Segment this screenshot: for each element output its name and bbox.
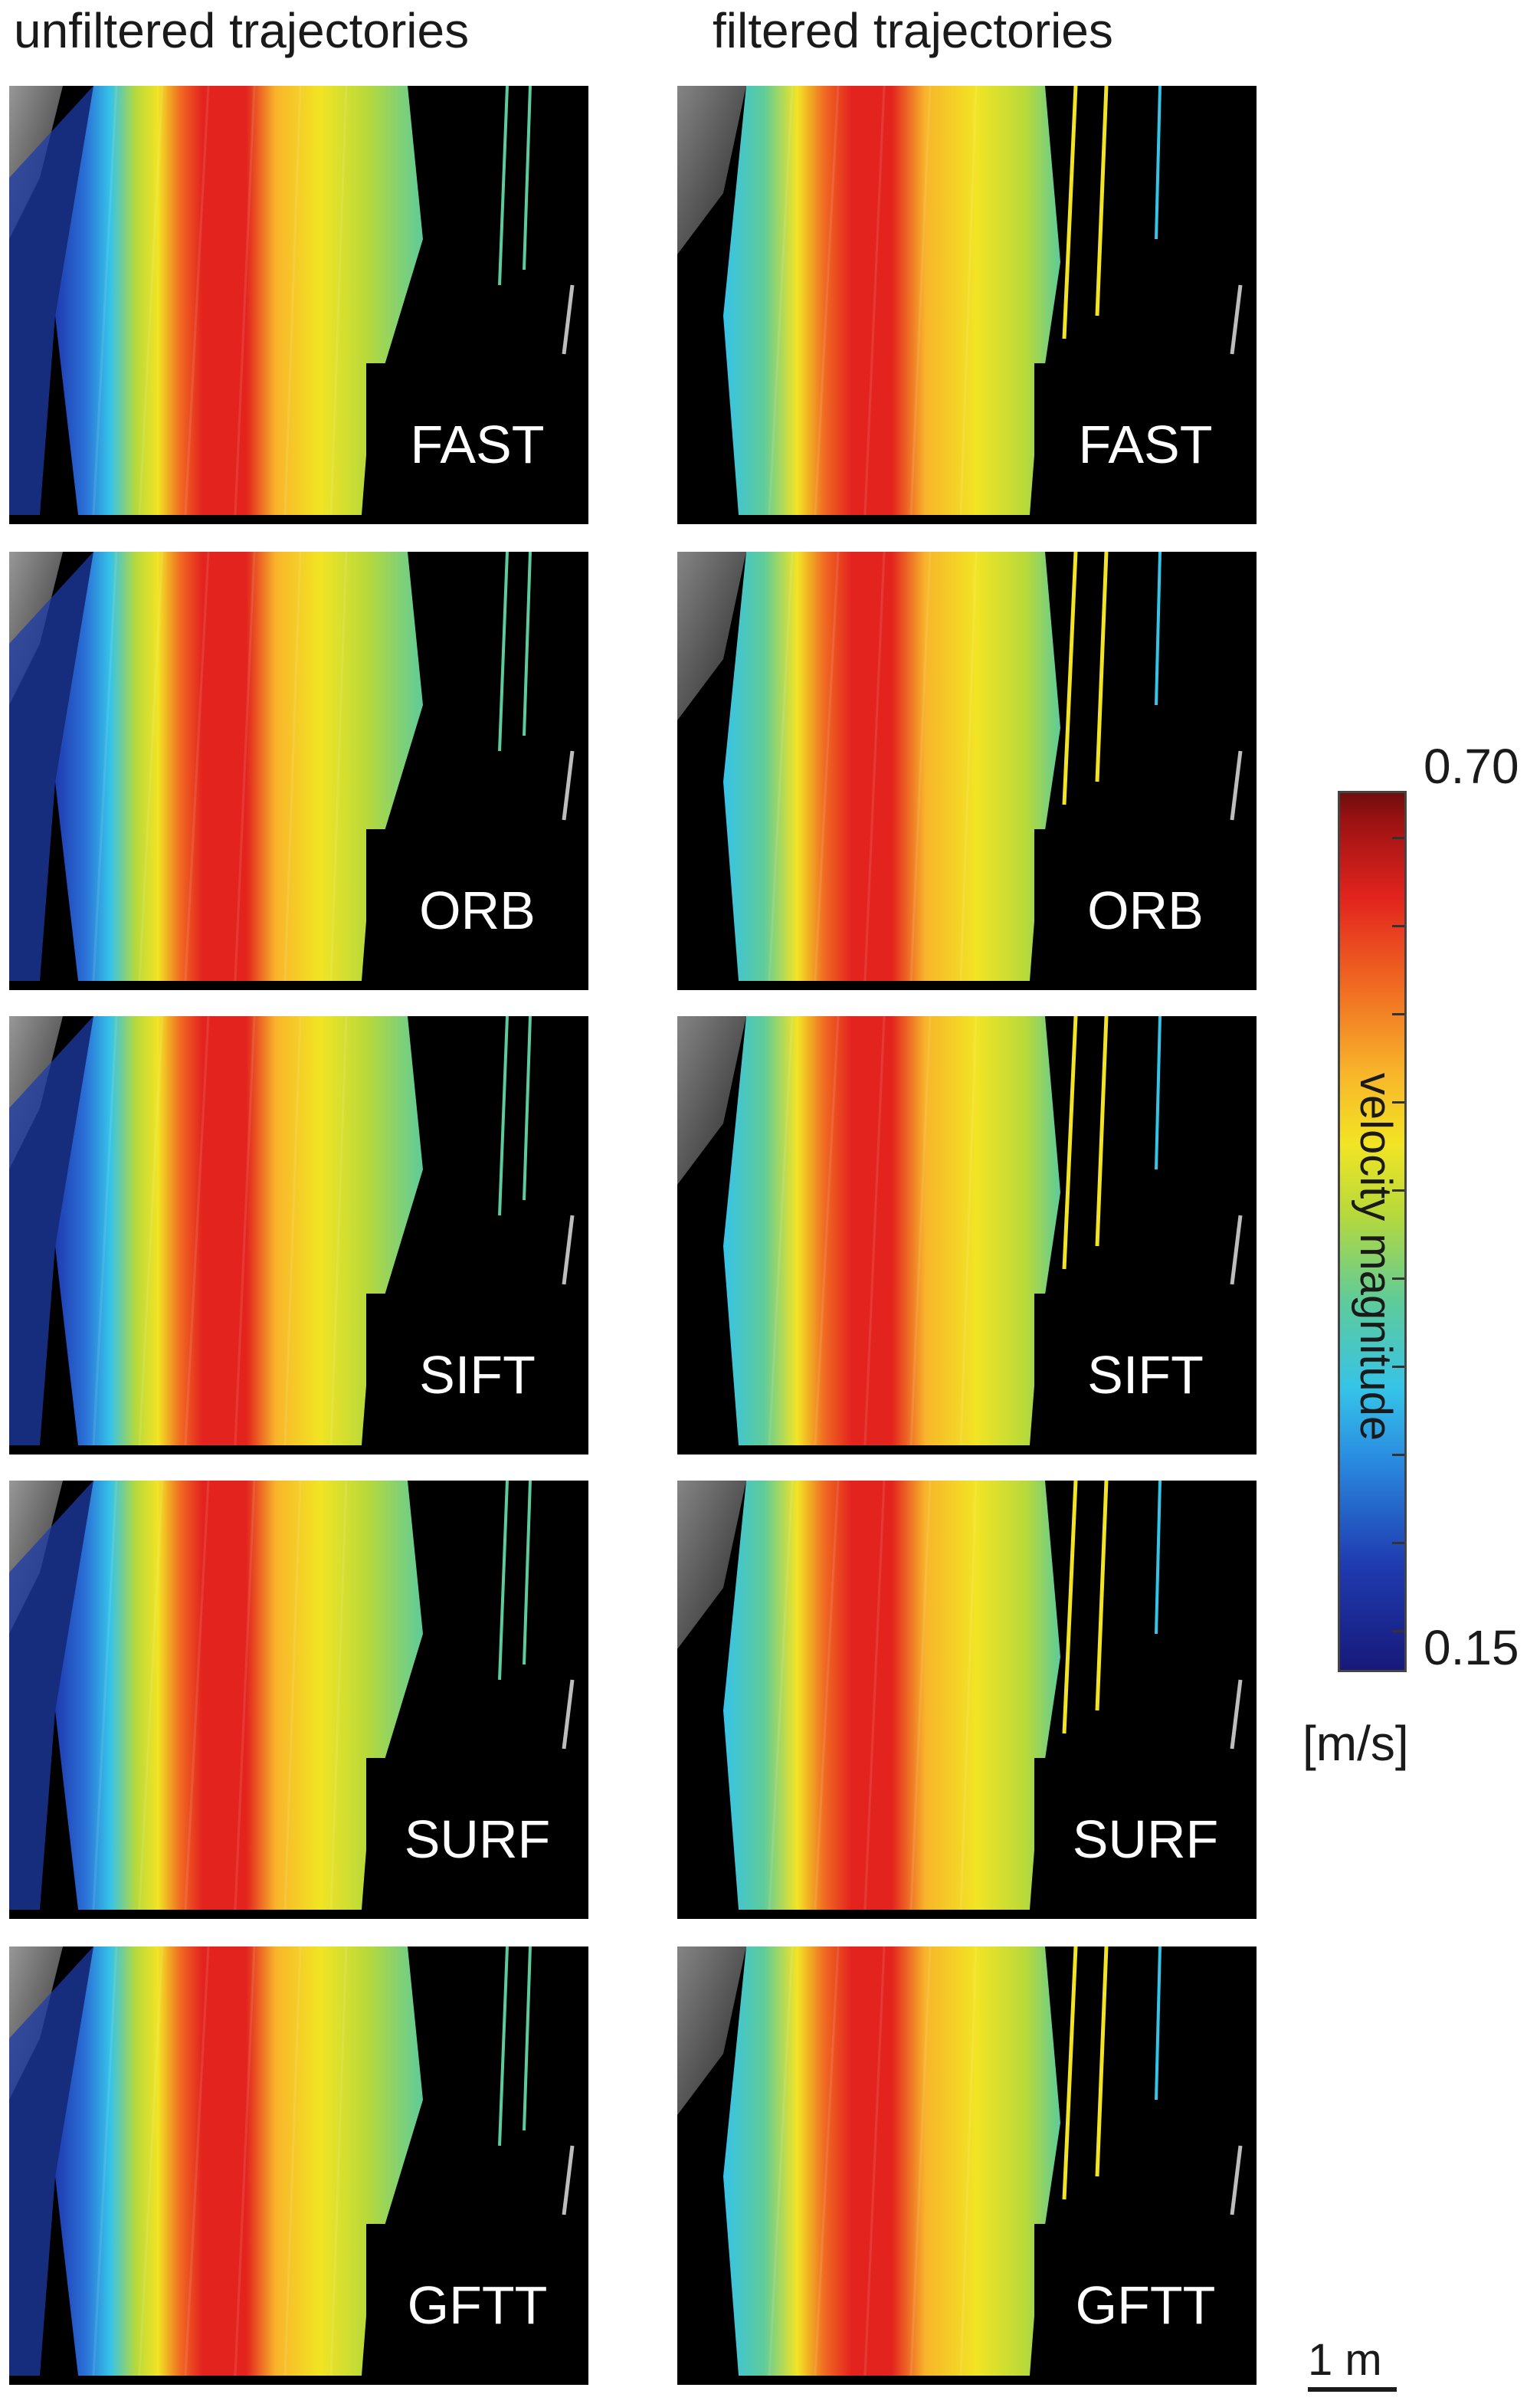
detector-label: SIFT (1087, 1345, 1204, 1405)
colorbar-tick (1392, 925, 1404, 927)
panel-filtered-orb: ORB (677, 552, 1257, 990)
panel-filtered-fast: FAST (677, 86, 1257, 524)
panel-unfiltered-sift: SIFT (9, 1016, 588, 1455)
colorbar-unit: [m/s] (1302, 1716, 1409, 1771)
panel-unfiltered-orb: ORB (9, 552, 588, 990)
column-title-unfiltered: unfiltered trajectories (14, 3, 470, 58)
label-background (366, 363, 588, 524)
colorbar-tick (1392, 1013, 1404, 1015)
detector-label: FAST (1078, 415, 1213, 474)
colorbar-max-label: 0.70 (1424, 739, 1519, 794)
colorbar-tick (1392, 1542, 1404, 1544)
colorbar-tick (1392, 1277, 1404, 1280)
column-title-filtered: filtered trajectories (713, 3, 1113, 58)
label-background (1034, 363, 1257, 524)
colorbar-tick (1392, 1101, 1404, 1104)
label-background (1034, 1758, 1257, 1919)
detector-label: SURF (1072, 1809, 1219, 1869)
scalebar-line (1308, 2387, 1397, 2392)
colorbar-tick (1392, 1630, 1404, 1632)
panel-unfiltered-surf: SURF (9, 1481, 588, 1919)
label-background (366, 829, 588, 990)
panel-unfiltered-gftt: GFTT (9, 1946, 588, 2385)
label-background (1034, 1294, 1257, 1455)
label-background (366, 1758, 588, 1919)
detector-label: ORB (419, 881, 536, 940)
panel-unfiltered-fast: FAST (9, 86, 588, 524)
panel-filtered-sift: SIFT (677, 1016, 1257, 1455)
scalebar-label: 1 m (1308, 2335, 1382, 2385)
label-background (1034, 829, 1257, 990)
detector-label: FAST (410, 415, 545, 474)
detector-label: SIFT (419, 1345, 536, 1405)
colorbar-min-label: 0.15 (1424, 1620, 1519, 1675)
detector-label: ORB (1087, 881, 1204, 940)
colorbar-tick (1392, 837, 1404, 839)
label-background (366, 2224, 588, 2385)
detector-label: SURF (404, 1809, 551, 1869)
colorbar-tick (1392, 1189, 1404, 1192)
panel-filtered-surf: SURF (677, 1481, 1257, 1919)
colorbar-tick (1392, 1366, 1404, 1368)
colorbar-title: velocity magnitude (1351, 1072, 1401, 1441)
detector-label: GFTT (1075, 2275, 1216, 2335)
colorbar-tick (1392, 1454, 1404, 1456)
panel-filtered-gftt: GFTT (677, 1946, 1257, 2385)
velocity-colorbar (1338, 791, 1407, 1672)
label-background (1034, 2224, 1257, 2385)
label-background (366, 1294, 588, 1455)
detector-label: GFTT (407, 2275, 548, 2335)
